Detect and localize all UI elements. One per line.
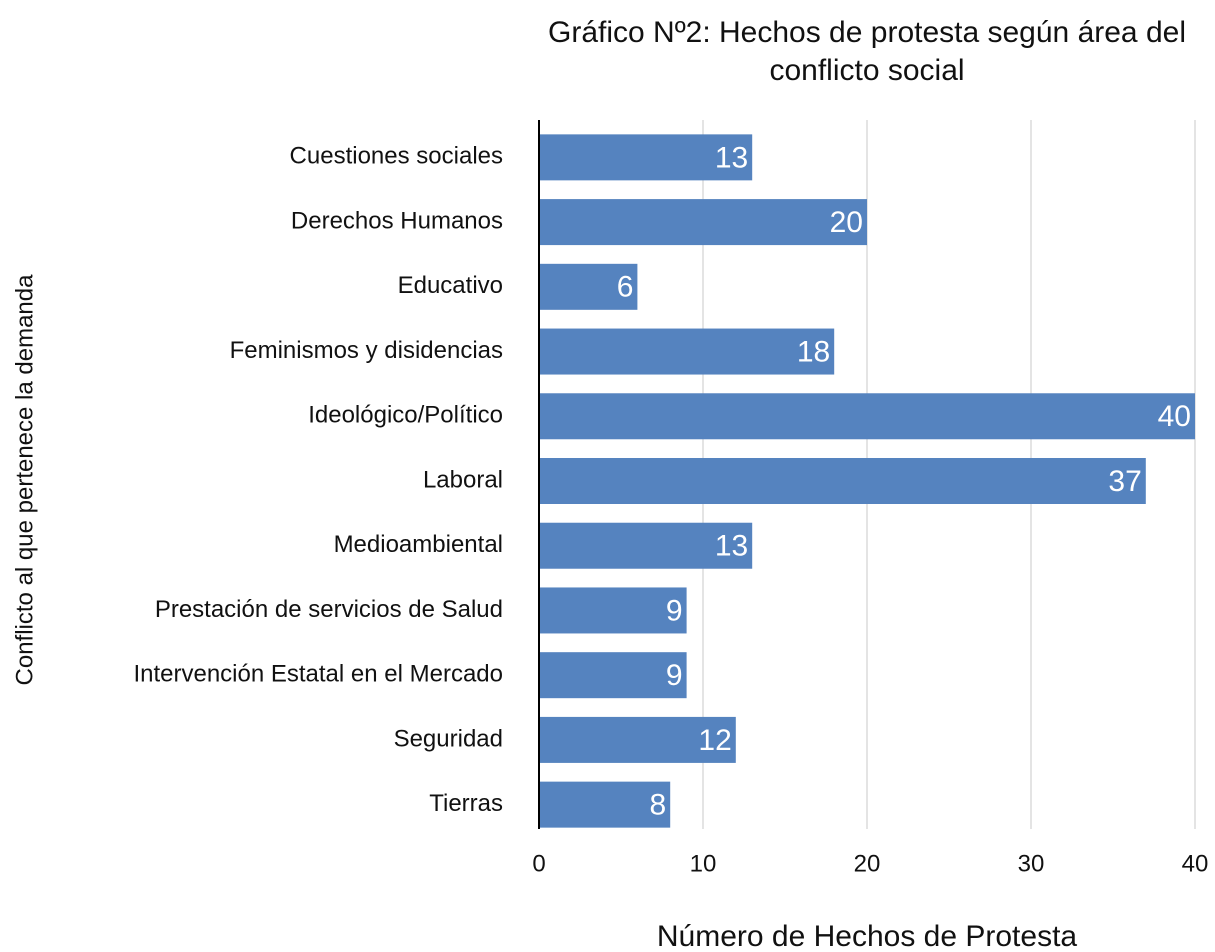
y-tick-label: Educativo: [398, 272, 503, 299]
x-tick-label: 40: [1182, 850, 1209, 877]
bar: [539, 522, 753, 569]
data-label: 13: [715, 530, 748, 563]
x-tick-label: 0: [532, 850, 545, 877]
bar: [539, 393, 1195, 440]
bar: [539, 328, 835, 375]
data-label: 37: [1108, 465, 1141, 498]
x-tick-label: 20: [854, 850, 881, 877]
chart-title: Gráfico Nº2: Hechos de protesta según ár…: [548, 16, 1186, 87]
data-label: 9: [666, 594, 683, 627]
y-tick-label: Laboral: [423, 466, 503, 493]
bar: [539, 716, 736, 763]
data-label: 9: [666, 659, 683, 692]
x-tick-label: 30: [1018, 850, 1045, 877]
y-tick-label: Derechos Humanos: [291, 207, 503, 234]
data-label: 12: [698, 724, 731, 757]
y-tick-label: Tierras: [429, 790, 503, 817]
data-label: 20: [830, 206, 863, 239]
bar: [539, 199, 867, 246]
y-tick-label: Seguridad: [394, 725, 503, 752]
y-tick-label: Ideológico/Político: [308, 402, 503, 429]
bar: [539, 263, 638, 310]
bar: [539, 587, 687, 634]
bar: [539, 458, 1146, 504]
data-label: 13: [715, 141, 748, 174]
data-label: 8: [650, 789, 667, 822]
y-tick-label: Intervención Estatal en el Mercado: [133, 661, 503, 688]
data-label: 18: [797, 335, 830, 368]
y-tick-label: Feminismos y disidencias: [230, 337, 503, 364]
x-tick-label: 10: [690, 850, 717, 877]
x-axis-title: Número de Hechos de Protesta: [657, 920, 1078, 952]
data-label: 6: [617, 271, 634, 304]
bar: [539, 134, 753, 181]
y-tick-label: Prestación de servicios de Salud: [155, 596, 503, 623]
y-tick-label: Cuestiones sociales: [290, 143, 503, 170]
bar: [539, 781, 671, 828]
y-axis-title: Conflicto al que pertenece la demanda: [11, 274, 38, 686]
data-label: 40: [1158, 400, 1191, 433]
y-tick-label: Medioambiental: [334, 531, 503, 558]
bar: [539, 652, 687, 699]
